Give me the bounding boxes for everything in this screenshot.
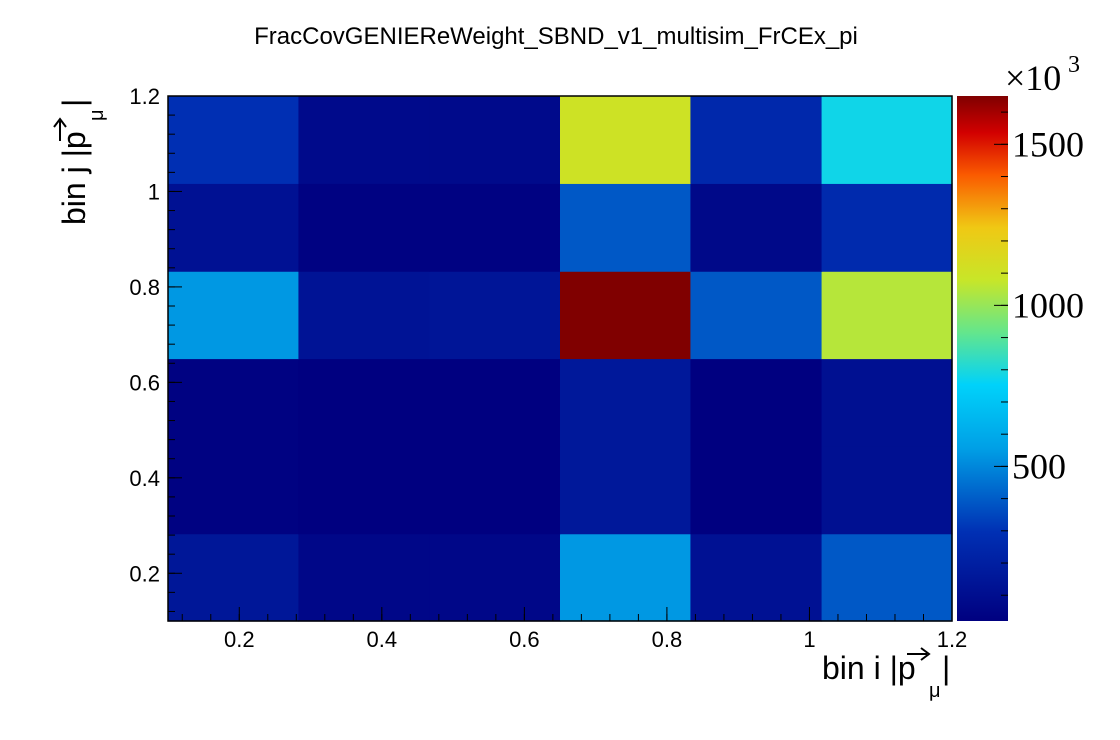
heatmap-cell xyxy=(429,271,561,360)
heatmap-cell xyxy=(690,271,823,360)
y-tick-label: 1.2 xyxy=(129,84,160,109)
x-tick-label: 1.2 xyxy=(937,627,968,652)
y-axis-label-subscript: μ xyxy=(86,109,108,121)
heatmap-cell xyxy=(821,533,953,622)
chart-title: FracCovGENIEReWeight_SBND_v1_multisim_Fr… xyxy=(254,23,858,50)
heatmap-cell xyxy=(168,533,300,622)
plot-frame xyxy=(167,95,953,622)
heatmap-cell xyxy=(168,183,300,272)
heatmap-cell xyxy=(429,183,561,272)
heatmap-cell xyxy=(821,183,953,272)
heatmap-cell xyxy=(560,96,692,184)
y-tick-label: 0.2 xyxy=(129,561,160,586)
x-axis-label: bin i |p μ | xyxy=(822,647,950,702)
heatmap-cell xyxy=(429,533,561,622)
heatmap-cell xyxy=(560,358,692,447)
x-axis: 0.2 0.4 0.6 0.8 1 1.2 xyxy=(181,607,968,652)
heatmap-cells xyxy=(168,96,953,622)
heatmap-cell xyxy=(690,96,823,184)
heatmap-cell xyxy=(821,271,953,360)
y-axis-label-text: bin j |p xyxy=(56,131,92,225)
heatmap-cell xyxy=(298,183,431,272)
heatmap-cell xyxy=(690,183,823,272)
y-axis-label: bin j |p μ | xyxy=(53,99,108,225)
heatmap-cell xyxy=(429,445,561,535)
heatmap-cell xyxy=(298,96,431,184)
y-tick-label: 0.8 xyxy=(129,275,160,300)
x-tick-label: 0.8 xyxy=(652,627,683,652)
heatmap-cell xyxy=(168,96,300,184)
color-scale: 500 1000 1500 ×10 3 xyxy=(957,52,1084,621)
vector-arrow-icon xyxy=(907,647,931,661)
z-tick-label: 1000 xyxy=(1012,285,1084,325)
z-tick-label: 1500 xyxy=(1012,124,1084,164)
x-tick-label: 0.2 xyxy=(224,627,255,652)
heatmap-cell xyxy=(690,533,823,622)
heatmap-cell xyxy=(821,445,953,535)
heatmap-cell xyxy=(168,445,300,535)
heatmap-cell xyxy=(690,445,823,535)
y-axis-label-bar: | xyxy=(56,99,92,107)
heatmap-cell xyxy=(560,445,692,535)
x-axis-label-bar: | xyxy=(942,650,950,686)
x-tick-label: 1 xyxy=(803,627,815,652)
heatmap-cell xyxy=(821,96,953,184)
y-tick-label: 1 xyxy=(148,179,160,204)
heatmap-cell xyxy=(560,271,692,360)
y-tick-label: 0.4 xyxy=(129,466,160,491)
heatmap-cell xyxy=(168,358,300,447)
y-axis: 0.2 0.4 0.6 0.8 1 1.2 xyxy=(129,84,182,612)
heatmap-cell xyxy=(298,445,431,535)
heatmap-cell xyxy=(429,96,561,184)
z-multiplier: ×10 xyxy=(1005,58,1061,98)
heatmap-cell xyxy=(298,533,431,622)
color-scale-bar xyxy=(957,96,1008,621)
heatmap-cell xyxy=(560,533,692,622)
heatmap-cell xyxy=(690,358,823,447)
z-multiplier-exponent: 3 xyxy=(1068,52,1080,78)
x-axis-label-text: bin i |p xyxy=(822,650,916,686)
heatmap-cell xyxy=(168,271,300,360)
x-axis-label-subscript: μ xyxy=(929,680,941,702)
heatmap-cell xyxy=(560,183,692,272)
heatmap-cell xyxy=(298,358,431,447)
y-tick-label: 0.6 xyxy=(129,370,160,395)
z-tick-label: 500 xyxy=(1012,446,1066,486)
heatmap-cell xyxy=(298,271,431,360)
x-tick-label: 0.4 xyxy=(367,627,398,652)
vector-arrow-icon xyxy=(53,117,67,141)
heatmap-cell xyxy=(821,358,953,447)
x-tick-label: 0.6 xyxy=(509,627,540,652)
heatmap-cell xyxy=(429,358,561,447)
